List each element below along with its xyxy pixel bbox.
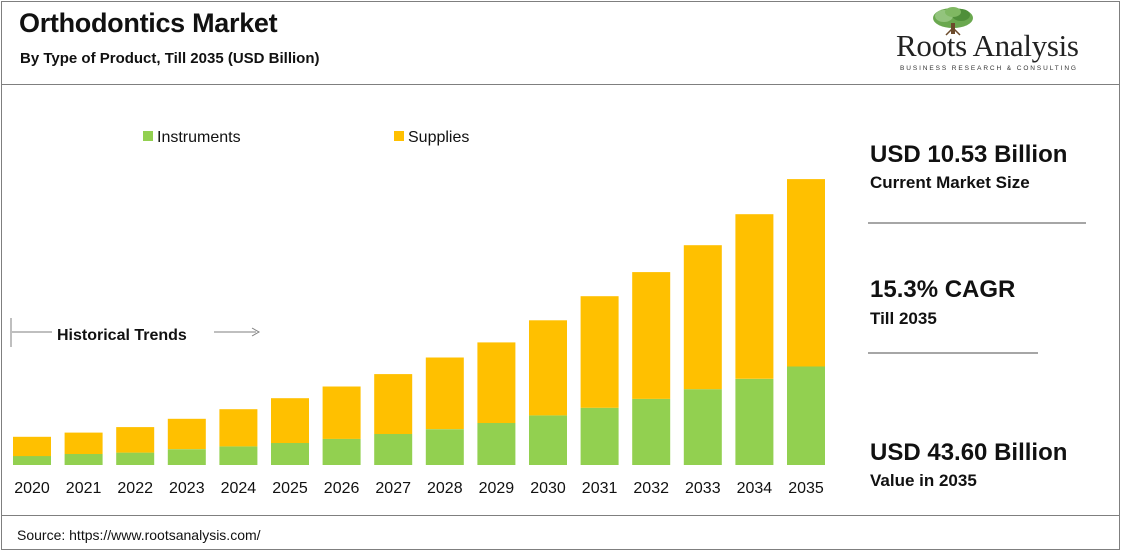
kpi-current-value: USD 10.53 Billion	[870, 141, 1068, 168]
bar-instruments-2026	[322, 438, 361, 465]
stacked-bar-chart: Instruments Supplies Historical Trends 20…	[10, 129, 825, 497]
bar-supplies-2021	[64, 432, 103, 454]
bar-instruments-2024	[219, 446, 258, 465]
bar-instruments-2031	[580, 407, 619, 465]
bar-supplies-2025	[271, 398, 309, 443]
bar-supplies-2027	[374, 374, 413, 434]
bar-instruments-2034	[735, 378, 774, 465]
legend-swatch-supplies	[394, 131, 404, 141]
x-tick-label: 2021	[66, 480, 102, 497]
x-tick-label: 2025	[272, 480, 308, 497]
bar-instruments-2025	[271, 443, 309, 465]
roots-analysis-logo: Roots Analysis BUSINESS RESEARCH & CONSU…	[890, 6, 1105, 74]
bars-group	[13, 179, 825, 465]
tree-icon	[933, 7, 973, 36]
chart-legend: Instruments Supplies	[143, 129, 469, 146]
bar-supplies-2023	[167, 418, 206, 450]
bar-instruments-2032	[632, 398, 671, 465]
header-divider	[2, 84, 1119, 85]
bar-supplies-2033	[683, 245, 722, 390]
logo-tagline: BUSINESS RESEARCH & CONSULTING	[900, 65, 1078, 72]
x-tick-label: 2034	[737, 480, 773, 497]
bar-supplies-2026	[322, 386, 361, 439]
bar-instruments-2028	[425, 429, 464, 465]
bar-supplies-2022	[116, 427, 155, 453]
bar-supplies-2034	[735, 214, 774, 379]
x-tick-label: 2030	[530, 480, 566, 497]
bar-supplies-2028	[425, 357, 464, 430]
kpi-2035-label: Value in 2035	[870, 471, 977, 490]
x-tick-label: 2026	[324, 480, 360, 497]
x-tick-label: 2029	[479, 480, 515, 497]
bar-instruments-2020	[13, 456, 51, 465]
logo-wordmark: Roots Analysis	[896, 28, 1079, 63]
kpi-2035-value: USD 43.60 Billion	[870, 439, 1068, 466]
x-tick-label: 2022	[117, 480, 153, 497]
kpi-current-label: Current Market Size	[870, 173, 1030, 192]
bar-instruments-2033	[683, 389, 722, 465]
legend-label-instruments: Instruments	[157, 129, 241, 146]
historical-trends-arrowhead	[251, 327, 261, 337]
x-tick-label: 2023	[169, 480, 205, 497]
bar-supplies-2029	[477, 342, 516, 423]
bar-instruments-2029	[477, 423, 516, 465]
bar-instruments-2030	[529, 415, 567, 465]
x-tick-label: 2033	[685, 480, 721, 497]
bar-instruments-2027	[374, 434, 413, 465]
x-tick-label: 2032	[633, 480, 669, 497]
source-note: Source: https://www.rootsanalysis.com/	[17, 527, 261, 543]
bar-instruments-2023	[167, 449, 206, 465]
kpi-cagr-label: Till 2035	[870, 309, 937, 328]
bar-instruments-2022	[116, 452, 155, 465]
legend-label-supplies: Supplies	[408, 129, 469, 146]
x-tick-label: 2027	[375, 480, 411, 497]
bar-supplies-2031	[580, 296, 619, 408]
page-subtitle: By Type of Product, Till 2035 (USD Billi…	[20, 50, 320, 67]
x-tick-label: 2035	[788, 480, 824, 497]
kpi-cagr-value: 15.3% CAGR	[870, 276, 1016, 303]
kpi-separator	[868, 352, 1038, 354]
x-tick-label: 2028	[427, 480, 463, 497]
page-title: Orthodontics Market	[19, 8, 278, 38]
bar-supplies-2024	[219, 409, 258, 447]
x-tick-label: 2024	[221, 480, 257, 497]
kpi-separator	[868, 222, 1086, 224]
bar-supplies-2030	[529, 320, 567, 416]
bar-instruments-2035	[787, 366, 825, 465]
bar-supplies-2020	[13, 436, 51, 457]
bar-supplies-2032	[632, 272, 671, 399]
historical-trends-annotation: Historical Trends	[10, 318, 261, 347]
bar-instruments-2021	[64, 454, 103, 465]
footer-divider	[2, 515, 1119, 516]
legend-swatch-instruments	[143, 131, 153, 141]
historical-trends-label: Historical Trends	[57, 327, 187, 344]
x-tick-label: 2020	[14, 480, 50, 497]
x-axis-labels: 2020 2021 2022 2023 2024 2025 2026 2027 2028 2029…	[14, 480, 824, 497]
x-tick-label: 2031	[582, 480, 618, 497]
bar-supplies-2035	[787, 179, 825, 367]
